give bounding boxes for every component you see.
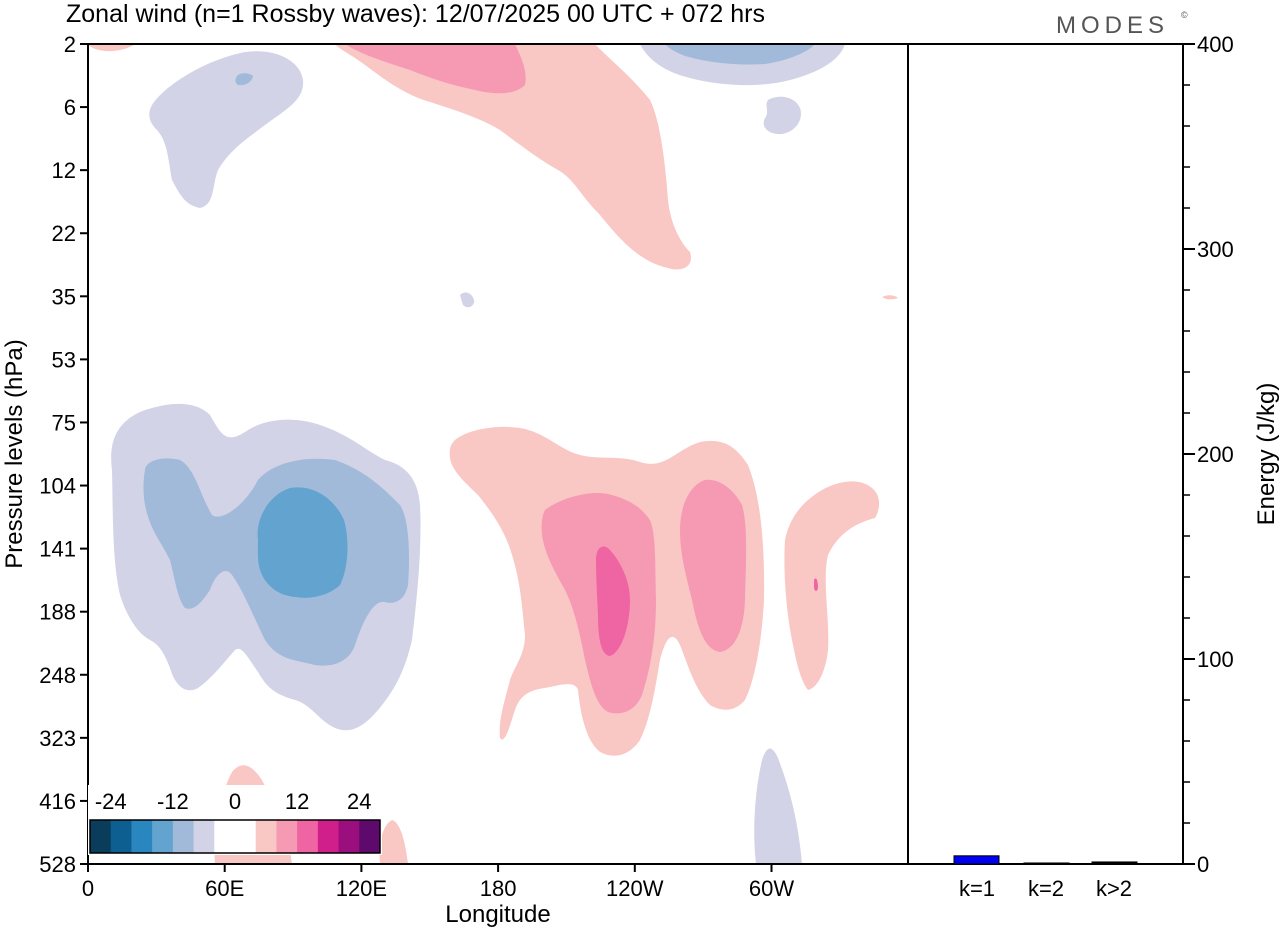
y-tick-label: 35 [52,284,76,309]
colorbar-label: 24 [347,789,371,814]
contour-neg-upper-west [149,51,304,208]
y-tick-label: 75 [52,410,76,435]
bar-label: k=2 [1028,876,1064,901]
contour-fills [88,44,898,864]
contour-plot: 2 6 12 22 35 53 75 104 141 188 248 323 416 528 0 60E 12… [1,32,909,928]
colorbar-swatch [317,820,340,853]
energy-bar [1023,862,1070,865]
y-tick-label: 528 [39,852,76,877]
y-tick-label: 104 [39,474,76,499]
x-tick-label: 120W [606,876,664,901]
y-axis: 2 6 12 22 35 53 75 104 141 188 248 323 416 528 [39,32,88,877]
y-tick-label: 323 [39,726,76,751]
y-tick-label: 416 [39,789,76,814]
colorbar-swatch [359,820,381,853]
energy-tick-label: 0 [1197,852,1209,877]
x-tick-label: 0 [82,876,94,901]
colorbar-swatch [90,820,112,853]
contour-neg-speck-dark [235,73,253,86]
y-tick-label: 53 [52,347,76,372]
contour-neg-core [257,487,348,598]
colorbar-label: 0 [229,789,241,814]
contour-pos-core [596,546,630,656]
energy-bars: k=1 k=2 k>2 [953,855,1138,901]
bar-label: k>2 [1096,876,1132,901]
contour-pos-east-small [784,481,880,690]
colorbar-swatch [193,820,215,853]
x-tick-label: 120E [336,876,387,901]
energy-tick-label: 200 [1197,442,1234,467]
contour-neg-surface-east [754,748,802,864]
energy-axis: 0 100 200 300 400 [1183,32,1234,877]
y-tick-label: 248 [39,663,76,688]
colorbar-label: 12 [285,789,309,814]
colorbar-swatch [131,820,153,853]
y-tick-label: 141 [39,537,76,562]
chart-title: Zonal wind (n=1 Rossby waves): 12/07/202… [66,0,765,28]
brand-logo: MODES © [1056,10,1188,39]
energy-axis-title: Energy (J/kg) [1253,383,1280,526]
energy-bar [953,855,1000,865]
energy-bar-panel: k=1 k=2 k>2 0 100 200 300 400 Energy (J/kg) [907,32,1280,901]
contour-pos-strat-band [335,44,691,270]
contour-neg-top-dark [665,44,815,65]
x-axis: 0 60E 120E 180 120W 60W [82,864,794,901]
contour-pos-surface-b [379,820,408,864]
colorbar-swatch [338,820,360,853]
y-axis-title: Pressure levels (hPa) [1,339,28,568]
contour-neg-speck [460,292,475,308]
contour-pos-east-speck [882,295,898,300]
colorbar-swatch [214,820,236,853]
colorbar-swatch [172,820,195,853]
energy-tick-label: 100 [1197,647,1234,672]
colorbar-swatch [152,820,174,853]
energy-tick-label: 300 [1197,237,1234,262]
energy-bar [1091,861,1138,865]
y-tick-label: 6 [64,95,76,120]
colorbar-swatch [297,820,319,853]
x-tick-label: 60E [205,876,244,901]
y-tick-label: 2 [64,32,76,57]
x-tick-label: 60W [749,876,794,901]
y-tick-label: 188 [39,600,76,625]
colorbar-label: -24 [95,789,127,814]
colorbar-frame [89,819,381,854]
brand-mark: © [1181,10,1188,20]
colorbar-swatch [276,820,298,853]
contour-pos-mid-b [680,479,747,652]
energy-tick-label: 400 [1197,32,1234,57]
y-tick-label: 12 [52,158,76,183]
contour-neg-small-east [763,96,801,135]
x-tick-label: 180 [480,876,517,901]
y-tick-label: 22 [52,221,76,246]
contour-pos-strat-core [345,44,526,94]
colorbar: -24 -12 0 12 24 [88,785,382,855]
contour-pos-thin [814,578,818,591]
colorbar-label: -12 [157,789,189,814]
colorbar-swatch [255,820,277,853]
contour-pos-top-left [88,44,135,52]
x-axis-title: Longitude [445,901,550,928]
bar-label: k=1 [959,876,995,901]
colorbar-swatch [110,820,132,853]
brand-text: MODES [1056,12,1169,39]
colorbar-swatch [235,820,257,853]
